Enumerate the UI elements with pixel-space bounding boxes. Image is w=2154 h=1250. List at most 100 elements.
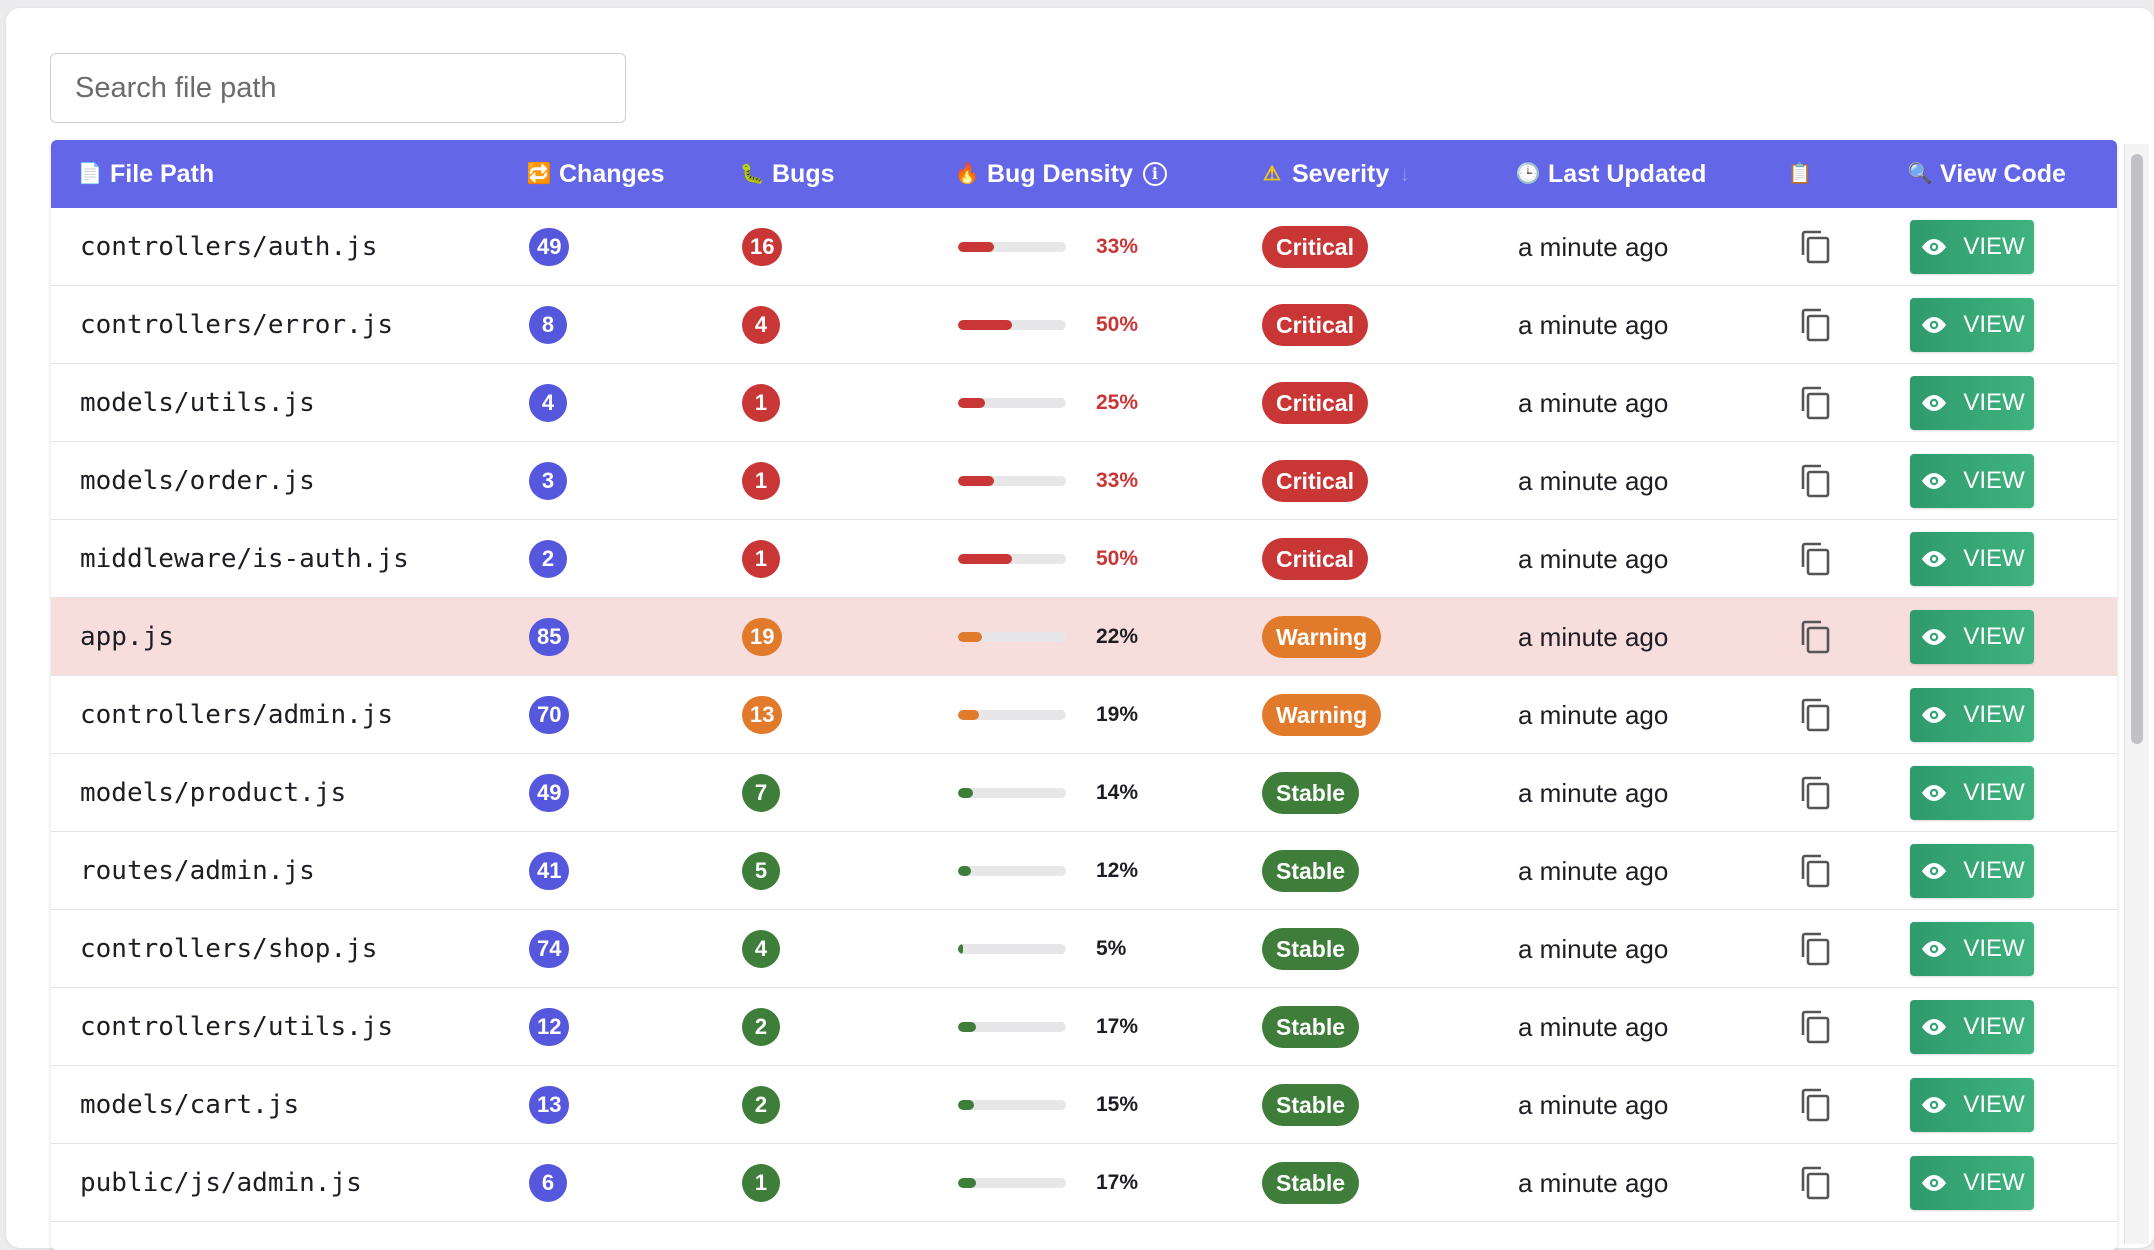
table-row: routes/admin.js 41 5 12% Stable a minute ago V…: [51, 832, 2117, 910]
view-code-button[interactable]: VIEW: [1910, 298, 2034, 352]
copy-icon[interactable]: [1798, 1164, 1832, 1202]
copy-icon[interactable]: [1798, 1086, 1832, 1124]
copy-icon[interactable]: [1798, 462, 1832, 500]
changes-badge: 49: [529, 228, 570, 266]
column-header-last-updated[interactable]: 🕒 Last Updated: [1515, 140, 1707, 208]
bug-density-bar: [958, 320, 1066, 330]
table-row: controllers/auth.js 49 16 33% Critical a minu…: [51, 208, 2117, 286]
bug-density-value: 25%: [1096, 391, 1139, 414]
eye-icon: [1922, 239, 1947, 255]
view-button-label: VIEW: [1963, 467, 2025, 494]
view-code-button[interactable]: VIEW: [1910, 922, 2034, 976]
file-path: controllers/admin.js: [80, 700, 394, 730]
eye-icon: [1922, 1097, 1947, 1113]
changes-badge: 3: [529, 462, 567, 500]
view-code-button[interactable]: VIEW: [1910, 454, 2034, 508]
eye-icon: [1922, 941, 1947, 957]
copy-icon[interactable]: [1798, 540, 1832, 578]
bugs-badge: 7: [742, 774, 780, 812]
eye-icon: [1922, 707, 1947, 723]
column-header-bugs[interactable]: 🐛 Bugs: [739, 140, 835, 208]
bug-density-bar-fill: [958, 476, 994, 486]
file-path: controllers/auth.js: [80, 232, 378, 262]
view-code-button[interactable]: VIEW: [1910, 766, 2034, 820]
bug-density-bar: [958, 710, 1066, 720]
column-header-file-path[interactable]: 📄 File Path: [77, 140, 215, 208]
view-code-button[interactable]: VIEW: [1910, 1000, 2034, 1054]
copy-icon[interactable]: [1798, 228, 1832, 266]
view-code-button[interactable]: VIEW: [1910, 376, 2034, 430]
last-updated: a minute ago: [1518, 1167, 1669, 1198]
file-path: middleware/is-auth.js: [80, 544, 409, 574]
copy-icon[interactable]: [1798, 306, 1832, 344]
eye-icon: [1922, 1175, 1947, 1191]
eye-icon: [1922, 629, 1947, 645]
view-code-button[interactable]: VIEW: [1910, 688, 2034, 742]
table-row: models/cart.js 13 2 15% Stable a minute ago VI…: [51, 1066, 2117, 1144]
info-icon[interactable]: i: [1142, 162, 1167, 186]
eye-icon: [1922, 551, 1947, 567]
copy-icon[interactable]: [1798, 930, 1832, 968]
scrollbar-thumb[interactable]: [2131, 154, 2143, 744]
bug-density-value: 14%: [1096, 781, 1139, 804]
severity-badge: Critical: [1262, 226, 1368, 268]
bug-density-bar: [958, 554, 1066, 564]
view-button-label: VIEW: [1963, 779, 2025, 806]
bug-density-bar-fill: [958, 710, 979, 720]
eye-icon: [1922, 395, 1947, 411]
bug-density-bar-fill: [958, 554, 1012, 564]
copy-icon[interactable]: [1798, 774, 1832, 812]
view-code-button[interactable]: VIEW: [1910, 1078, 2034, 1132]
view-code-button[interactable]: VIEW: [1910, 532, 2034, 586]
bug-density-value: 33%: [1096, 469, 1139, 492]
severity-badge: Warning: [1262, 616, 1382, 658]
eye-icon: [1922, 317, 1947, 333]
last-updated: a minute ago: [1518, 387, 1669, 418]
view-code-button[interactable]: VIEW: [1910, 844, 2034, 898]
copy-icon[interactable]: [1798, 1008, 1832, 1046]
copy-icon[interactable]: [1798, 618, 1832, 656]
bug-density-bar-fill: [958, 1178, 977, 1188]
bug-density-value: 12%: [1096, 859, 1139, 882]
table-row: controllers/utils.js 12 2 17% Stable a minute…: [51, 988, 2117, 1066]
copy-icon[interactable]: [1798, 696, 1832, 734]
column-label: Changes: [559, 159, 665, 188]
view-button-label: VIEW: [1963, 545, 2025, 572]
eye-icon: [1922, 1019, 1947, 1035]
bug-density-value: 50%: [1096, 547, 1139, 570]
view-code-button[interactable]: VIEW: [1910, 1156, 2034, 1210]
view-button-label: VIEW: [1963, 935, 2025, 962]
last-updated: a minute ago: [1518, 465, 1669, 496]
column-header-severity[interactable]: ⚠ Severity ↓: [1259, 140, 1410, 208]
page-icon: 📄: [77, 163, 103, 185]
view-code-button[interactable]: VIEW: [1910, 220, 2034, 274]
copy-icon[interactable]: [1798, 384, 1832, 422]
search-input[interactable]: [50, 53, 626, 123]
bugs-badge: 2: [742, 1008, 780, 1046]
changes-badge: 70: [529, 696, 570, 734]
view-code-button[interactable]: VIEW: [1910, 610, 2034, 664]
vertical-scrollbar[interactable]: [2124, 144, 2149, 1244]
severity-badge: Stable: [1262, 1084, 1360, 1126]
sort-arrow-down-icon[interactable]: ↓: [1399, 161, 1411, 186]
changes-badge: 2: [529, 540, 567, 578]
bugs-badge: 2: [742, 1086, 780, 1124]
last-updated: a minute ago: [1518, 1011, 1669, 1042]
copy-icon[interactable]: [1798, 852, 1832, 890]
column-header-changes[interactable]: 🔁 Changes: [526, 140, 665, 208]
file-path: controllers/shop.js: [80, 934, 378, 964]
bugs-badge: 4: [742, 930, 780, 968]
bug-density-value: 17%: [1096, 1015, 1139, 1038]
bugs-badge: 5: [742, 852, 780, 890]
bug-density-bar-fill: [958, 1100, 975, 1110]
bug-density-value: 5%: [1096, 937, 1127, 960]
eye-icon: [1922, 863, 1947, 879]
column-label: File Path: [110, 159, 215, 188]
bug-icon: 🐛: [739, 163, 765, 185]
bug-density-bar-fill: [958, 398, 985, 408]
severity-badge: Critical: [1262, 382, 1368, 424]
table-row: app.js 85 19 22% Warning a minute ago VIEW: [51, 598, 2117, 676]
column-header-bug-density[interactable]: 🔥 Bug Density i: [954, 140, 1167, 208]
view-button-label: VIEW: [1963, 701, 2025, 728]
file-path: routes/admin.js: [80, 856, 315, 886]
